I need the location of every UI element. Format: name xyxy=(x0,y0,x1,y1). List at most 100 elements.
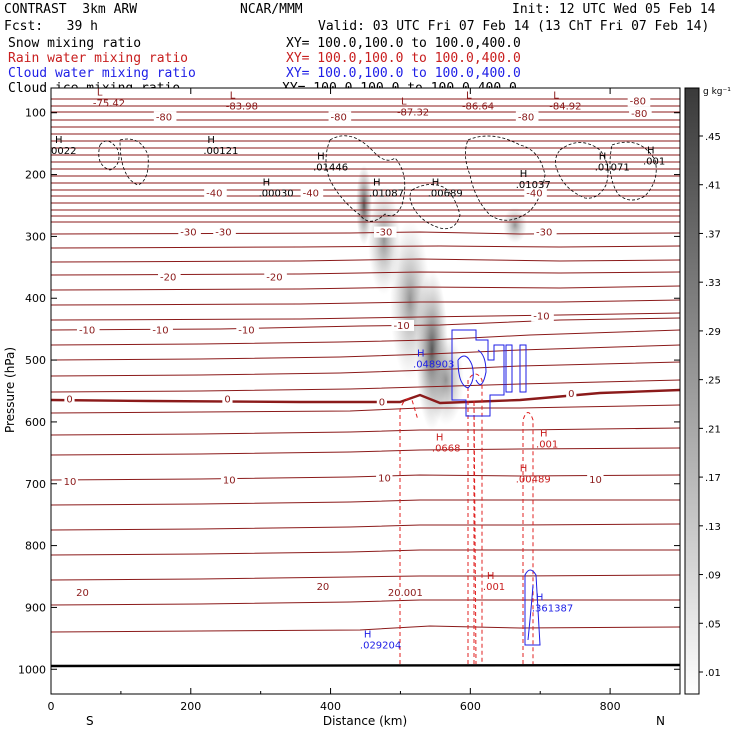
extremum-symbol: L xyxy=(230,90,236,101)
isotherm-label-bg xyxy=(61,475,78,487)
extremum-symbol: H xyxy=(540,429,548,440)
extremum-value: .048903 xyxy=(413,359,454,370)
y-tick-label: 900 xyxy=(25,601,46,614)
isotherm-label: -30 xyxy=(215,228,231,239)
extremum-symbol: H xyxy=(263,178,271,189)
extremum-value: .00030 xyxy=(259,189,294,200)
field-cloudwater-xy: XY= 100.0,100.0 to 100.0,400.0 xyxy=(286,66,521,81)
isotherm-label: -10 xyxy=(152,325,168,336)
extremum-value: .01071 xyxy=(595,163,630,174)
isotherm-label: -30 xyxy=(376,228,392,239)
extremum-value: -75.42 xyxy=(93,98,125,109)
isotherm-label: -30 xyxy=(536,228,552,239)
colorbar-tick-label: .17 xyxy=(705,473,721,484)
isotherm-label: -10 xyxy=(393,321,409,332)
extremum-value: 0022 xyxy=(51,146,76,157)
isotherm-label-bg xyxy=(264,271,287,283)
extremum-symbol: L xyxy=(466,90,472,101)
isotherm-label: -80 xyxy=(518,113,534,124)
colorbar-tick-label: .33 xyxy=(705,278,721,289)
extremum-symbol: H xyxy=(373,178,381,189)
isotherm-label-bg xyxy=(236,324,259,336)
isotherm-label: 20 xyxy=(317,582,330,593)
y-tick-label: 800 xyxy=(25,540,46,553)
extremum-symbol: L xyxy=(553,90,559,101)
extremum-value: .0668 xyxy=(432,443,461,454)
isotherm-label: 20 xyxy=(76,588,89,599)
y-tick-label: 500 xyxy=(25,354,46,367)
isotherm-label-bg xyxy=(178,226,201,238)
extremum-value: -86.64 xyxy=(462,101,494,112)
field-rain-name: Rain water mixing ratio xyxy=(8,51,189,66)
colorbar-tick-label: .01 xyxy=(705,668,721,679)
field-cloudwater-name: Cloud water mixing ratio xyxy=(8,66,196,81)
extremum-symbol: H xyxy=(647,145,655,156)
extremum-value: -84.92 xyxy=(549,101,581,112)
isotherm-label-bg xyxy=(385,587,428,599)
extremum-symbol: H xyxy=(207,135,215,146)
extremum-value: -83.98 xyxy=(226,101,258,112)
colorbar-tick-label: .21 xyxy=(705,424,721,435)
extremum-symbol: H xyxy=(536,593,544,604)
colorbar-tick-label: .09 xyxy=(705,571,721,582)
colorbar-tick-label: .37 xyxy=(705,229,721,240)
extremum-value: .01446 xyxy=(313,163,348,174)
extremum-symbol: H xyxy=(520,169,528,180)
colorbar-tick-label: .05 xyxy=(705,619,721,630)
y-tick-label: 300 xyxy=(25,230,46,243)
surface-line xyxy=(50,663,681,668)
x-tick-label: 600 xyxy=(460,700,481,713)
extremum-symbol: L xyxy=(97,87,103,98)
isotherm-label-bg xyxy=(300,187,324,199)
x-axis: 0 200 400 600 800 xyxy=(48,88,621,713)
isotherm-label-bg xyxy=(222,393,233,405)
isotherm-label: -80 xyxy=(630,96,646,107)
extremum-value: .001 xyxy=(483,582,505,593)
isotherm-label-bg xyxy=(515,111,539,123)
isotherm-label-bg xyxy=(150,324,173,336)
isotherm-label: -40 xyxy=(526,189,542,200)
y-tick-label: 1000 xyxy=(18,663,46,676)
field-rain-xy: XY= 100.0,100.0 to 100.0,400.0 xyxy=(286,51,521,66)
isotherm-label-bg xyxy=(524,187,547,199)
colorbar-unit: g kg⁻¹ xyxy=(703,87,731,97)
extremum-value: .361387 xyxy=(532,604,573,615)
extremum-value: .00489 xyxy=(516,474,551,485)
colorbar-tick-label: .13 xyxy=(705,522,721,533)
isotherm-label: 0 xyxy=(224,395,230,406)
isotherm-label-bg xyxy=(76,324,100,336)
isotherm-label: 0 xyxy=(66,395,72,406)
x-left-end: S xyxy=(86,714,94,728)
isotherm-label: 10 xyxy=(64,477,77,488)
isotherm-label: -80 xyxy=(156,113,172,124)
isotherm-label: -80 xyxy=(631,109,647,120)
cloud-ice-contours xyxy=(98,135,657,230)
x-tick-label: 400 xyxy=(320,700,341,713)
colorbar-tick-label: .25 xyxy=(705,376,721,387)
isotherm-label: -20 xyxy=(160,273,176,284)
isotherm-label: 0 xyxy=(568,389,574,400)
field-snow-xy: XY= 100.0,100.0 to 100.0,400.0 xyxy=(286,36,521,51)
isotherm-label: -10 xyxy=(533,312,549,323)
isotherm-label-bg xyxy=(328,111,352,123)
isotherm-label-bg xyxy=(627,95,651,107)
forecast-hour: Fcst: 39 h xyxy=(4,19,98,34)
isotherm-label-bg xyxy=(204,187,227,199)
extremum-symbol: H xyxy=(436,432,444,443)
isotherm-label: -80 xyxy=(331,113,347,124)
org-label: NCAR/MMM xyxy=(240,2,303,17)
y-tick-label: 400 xyxy=(25,292,46,305)
isotherm-label-bg xyxy=(376,396,387,408)
extremum-symbol: H xyxy=(317,152,325,163)
x-right-end: N xyxy=(656,714,665,728)
isotherm-label-bg xyxy=(314,580,331,592)
extremum-value: .029204 xyxy=(360,641,401,652)
y-axis-label: Pressure (hPa) xyxy=(3,347,17,433)
isotherm-label: -10 xyxy=(79,325,95,336)
y-tick-label: 200 xyxy=(25,169,46,182)
isotherm-label: -30 xyxy=(180,228,196,239)
isotherm-label-bg xyxy=(391,319,415,331)
isotherm-label: -10 xyxy=(238,325,254,336)
isotherm-label-bg xyxy=(74,587,91,599)
extremum-value: .001 xyxy=(643,156,665,167)
